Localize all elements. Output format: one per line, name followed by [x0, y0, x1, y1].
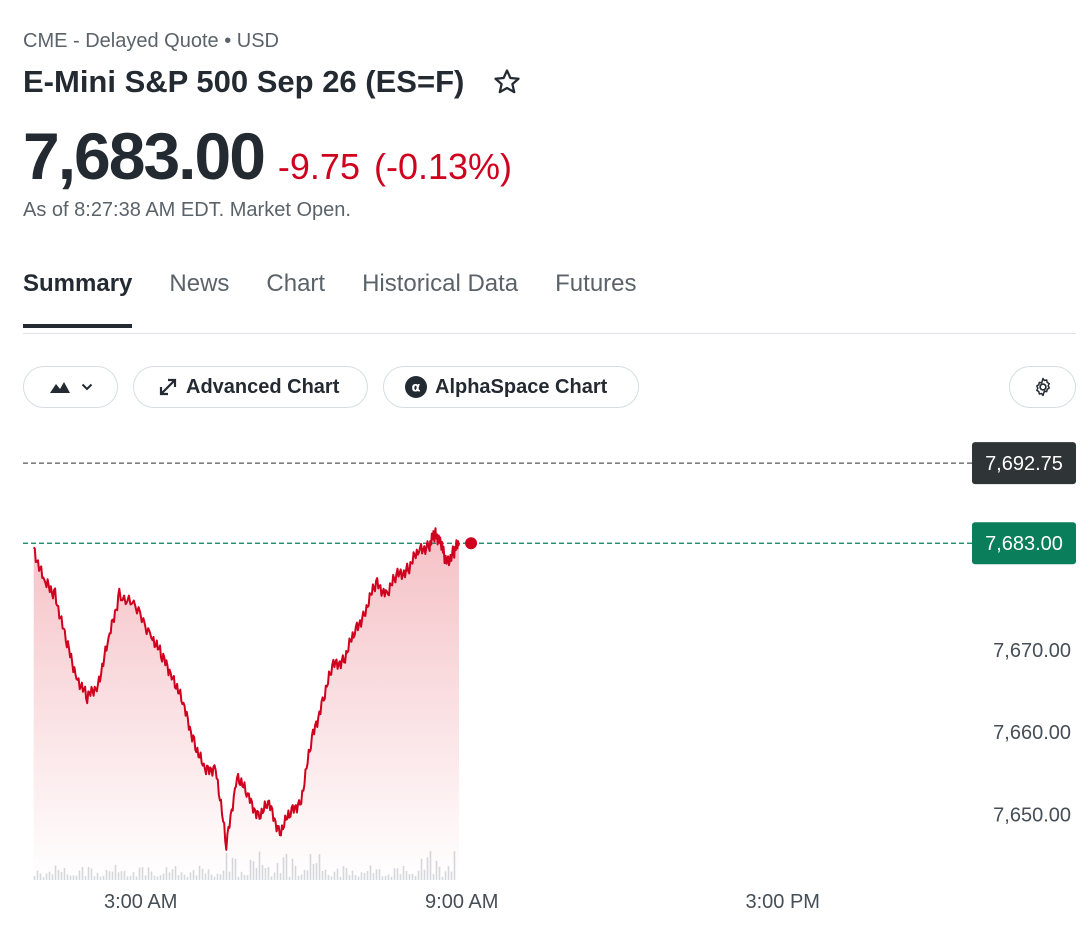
price-row: 7,683.00 -9.75 (-0.13%) [23, 118, 512, 194]
gear-icon [1035, 377, 1050, 397]
advanced-chart-button[interactable]: Advanced Chart [133, 366, 368, 408]
previous-close-tag [972, 442, 1076, 485]
tab-summary[interactable]: Summary [23, 270, 133, 328]
y-tick-label: 7,660.00 [993, 722, 1071, 744]
price-change-percent: (-0.13%) [373, 146, 513, 187]
price-line [32, 527, 460, 851]
x-tick-label: 3:00 PM [745, 891, 819, 913]
last-price: 7,683.00 [23, 119, 266, 193]
chart-settings-button[interactable] [1009, 366, 1076, 408]
page-title: E-Mini S&P 500 Sep 26 (ES=F) [23, 64, 465, 99]
quote-source: CME - Delayed Quote • USD [23, 30, 279, 52]
chevron-down-icon [81, 383, 92, 391]
price-chart[interactable]: 7,670.00 7,660.00 7,650.00 7,692.75 7,68… [0, 420, 1092, 940]
tab-bar: Summary News Chart Historical Data Futur… [23, 270, 674, 328]
mountain-icon [49, 382, 70, 393]
tab-divider [23, 333, 1076, 334]
y-tick-label: 7,670.00 [993, 640, 1071, 662]
market-timestamp: As of 8:27:38 AM EDT. Market Open. [23, 199, 351, 221]
alphaspace-chart-button[interactable]: α AlphaSpace Chart [383, 366, 639, 408]
tab-news[interactable]: News [169, 270, 230, 297]
svg-text:α: α [412, 381, 421, 396]
y-tick-label: 7,650.00 [993, 804, 1071, 826]
advanced-chart-label: Advanced Chart [186, 375, 340, 398]
x-tick-label: 9:00 AM [425, 891, 498, 913]
tab-futures[interactable]: Futures [555, 270, 637, 297]
alpha-icon: α [405, 376, 427, 398]
tab-chart[interactable]: Chart [266, 270, 326, 297]
x-tick-label: 3:00 AM [104, 891, 177, 913]
tab-historical-data[interactable]: Historical Data [362, 270, 519, 297]
price-change: -9.75 [277, 146, 360, 187]
last-price-marker [465, 537, 478, 550]
current-price-label: 7,683.00 [985, 533, 1063, 555]
previous-close-label: 7,692.75 [985, 453, 1063, 475]
expand-icon [159, 378, 177, 396]
star-icon[interactable] [492, 67, 522, 97]
alphaspace-chart-label: AlphaSpace Chart [435, 375, 608, 398]
current-price-tag [972, 522, 1076, 565]
chart-type-button[interactable] [23, 366, 118, 408]
title-row: E-Mini S&P 500 Sep 26 (ES=F) [23, 64, 522, 100]
